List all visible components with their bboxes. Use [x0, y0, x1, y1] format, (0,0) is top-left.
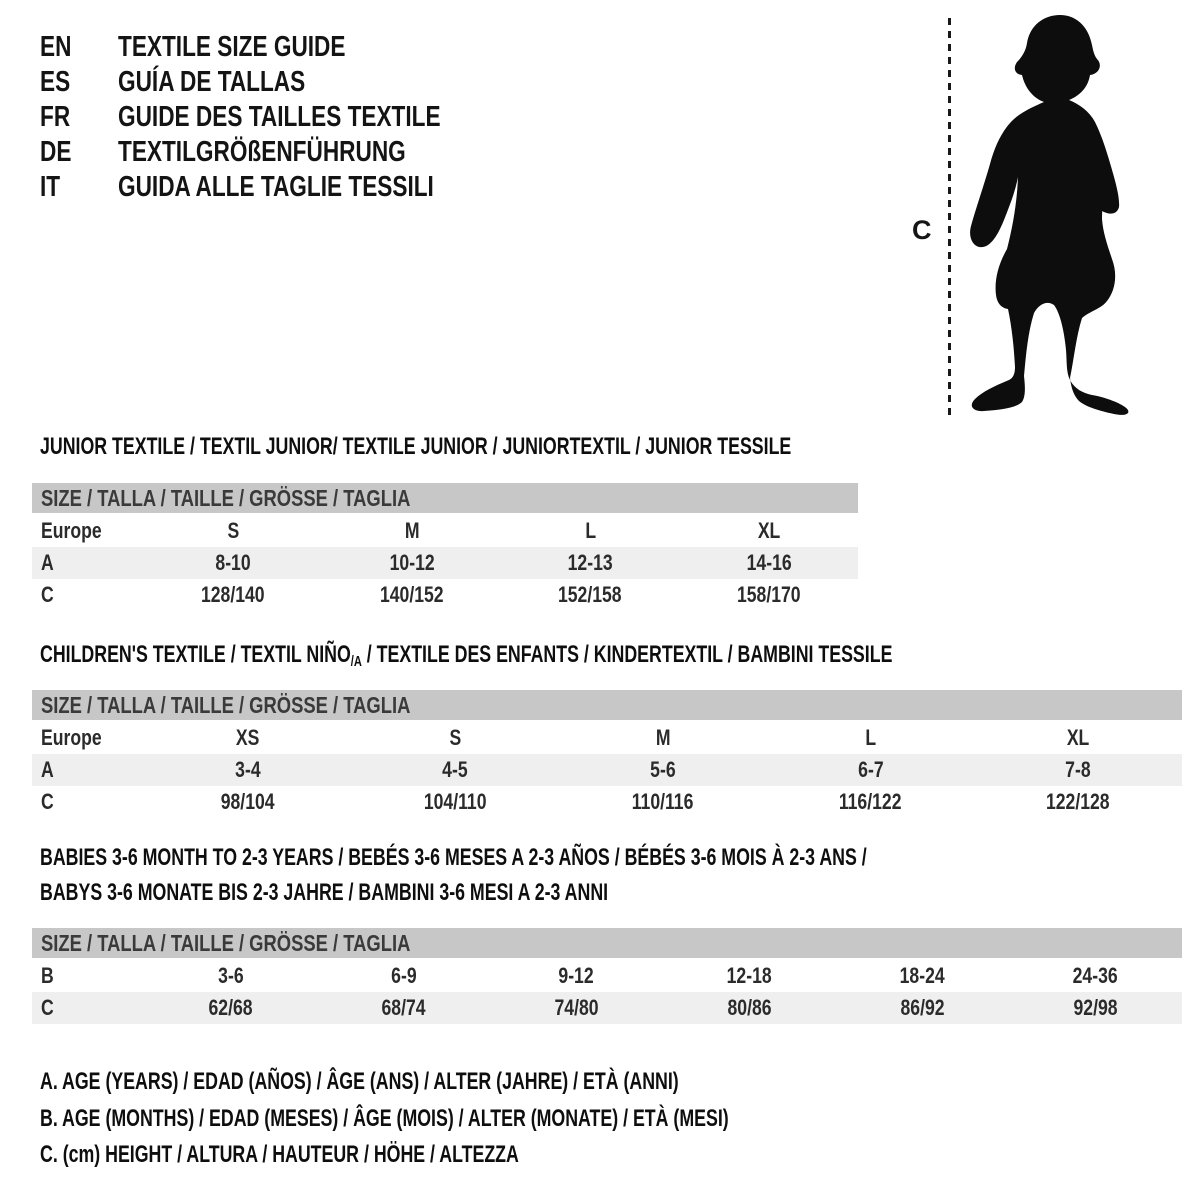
row-label: A	[41, 550, 54, 575]
language-title: GUIDA ALLE TAGLIE TESSILI	[118, 171, 434, 203]
section-title-babies-line2: BABYS 3-6 MONATE BIS 2-3 JAHRE / BAMBINI…	[40, 879, 808, 907]
height-cell: 80/86	[727, 995, 772, 1020]
section-title-babies-line1: BABIES 3-6 MONTH TO 2-3 YEARS / BEBÉS 3-…	[40, 844, 1157, 872]
age-cell: 3-6	[217, 963, 244, 988]
age-cell: 18-24	[899, 963, 946, 988]
language-row-es: ES GUÍA DE TALLAS	[40, 65, 441, 100]
legend-text: B. AGE (MONTHS) / EDAD (MESES) / ÂGE (MO…	[40, 1105, 729, 1132]
row-label: C	[41, 995, 54, 1020]
legend-age-months: B. AGE (MONTHS) / EDAD (MESES) / ÂGE (MO…	[40, 1105, 971, 1133]
section-title-text: BABYS 3-6 MONATE BIS 2-3 JAHRE / BAMBINI…	[40, 879, 609, 906]
language-row-en: EN TEXTILE SIZE GUIDE	[40, 30, 441, 65]
height-cell: 158/170	[736, 582, 801, 607]
size-header-bar: SIZE / TALLA / TAILLE / GRÖSSE / TAGLIA	[32, 928, 1182, 958]
table-row-age-months: B 3-6 6-9 9-12 12-18 18-24 24-36	[32, 960, 1182, 992]
age-cell: 4-5	[442, 757, 469, 782]
table-row-europe: Europe XS S M L XL	[32, 722, 1182, 754]
height-cell: 140/152	[379, 582, 444, 607]
height-cell: 74/80	[554, 995, 599, 1020]
age-cell: 7-8	[1065, 757, 1091, 782]
legend-height-cm: C. (cm) HEIGHT / ALTURA / HAUTEUR / HÖHE…	[40, 1141, 687, 1169]
language-code: IT	[40, 171, 61, 203]
age-cell: 10-12	[389, 550, 435, 575]
size-cell: L	[865, 725, 876, 750]
language-code: DE	[40, 136, 72, 168]
height-cell: 116/122	[839, 789, 902, 814]
size-cell: XL	[1066, 725, 1090, 750]
language-title-block: EN TEXTILE SIZE GUIDE ES GUÍA DE TALLAS …	[40, 30, 554, 205]
row-label: A	[41, 757, 54, 782]
size-header-text: SIZE / TALLA / TAILLE / GRÖSSE / TAGLIA	[41, 484, 411, 511]
row-label: Europe	[41, 725, 102, 750]
height-cell: 98/104	[220, 789, 275, 814]
height-cell: 152/158	[558, 582, 623, 607]
age-cell: 24-36	[1072, 963, 1119, 988]
size-cell: M	[655, 725, 671, 750]
language-title: TEXTILGRÖßENFÜHRUNG	[118, 136, 406, 168]
row-label: C	[41, 789, 54, 814]
table-row-age-years: A 3-4 4-5 5-6 6-7 7-8	[32, 754, 1182, 786]
size-cell: XL	[757, 518, 781, 543]
language-code: FR	[40, 101, 71, 133]
height-cell: 110/116	[632, 789, 694, 814]
table-row-height: C 128/140 140/152 152/158 158/170	[32, 579, 858, 611]
section-title-text: CHILDREN'S TEXTILE / TEXTIL NIÑO/A / TEX…	[40, 641, 893, 670]
age-cell: 8-10	[215, 550, 251, 575]
section-title-children: CHILDREN'S TEXTILE / TEXTIL NIÑO/A / TEX…	[40, 641, 1192, 670]
section-title-text: BABIES 3-6 MONTH TO 2-3 YEARS / BEBÉS 3-…	[40, 844, 867, 871]
legend-text: A. AGE (YEARS) / EDAD (AÑOS) / ÂGE (ANS)…	[40, 1068, 679, 1095]
size-cell: L	[584, 518, 596, 543]
language-row-de: DE TEXTILGRÖßENFÜHRUNG	[40, 135, 441, 170]
row-label: B	[41, 963, 54, 988]
age-cell: 14-16	[746, 550, 792, 575]
height-measure-label: C	[912, 215, 932, 245]
table-row-height: C 62/68 68/74 74/80 80/86 86/92 92/98	[32, 992, 1182, 1024]
age-cell: 3-4	[235, 757, 261, 782]
row-label: C	[41, 582, 54, 607]
size-header-bar: SIZE / TALLA / TAILLE / GRÖSSE / TAGLIA	[32, 483, 858, 513]
height-cell: 128/140	[201, 582, 266, 607]
height-cell: 92/98	[1073, 995, 1118, 1020]
age-cell: 9-12	[558, 963, 595, 988]
size-header-text: SIZE / TALLA / TAILLE / GRÖSSE / TAGLIA	[41, 691, 411, 718]
legend-age-years: A. AGE (YEARS) / EDAD (AÑOS) / ÂGE (ANS)…	[40, 1068, 903, 1096]
language-row-fr: FR GUIDE DES TAILLES TEXTILE	[40, 100, 441, 135]
baby-toddler-silhouette-icon	[970, 15, 1129, 415]
height-cell: 122/128	[1046, 789, 1110, 814]
size-cell: XS	[236, 725, 260, 750]
row-label: Europe	[41, 518, 102, 543]
junior-size-table: SIZE / TALLA / TAILLE / GRÖSSE / TAGLIA …	[32, 483, 858, 611]
language-title: TEXTILE SIZE GUIDE	[118, 31, 346, 63]
size-header-text: SIZE / TALLA / TAILLE / GRÖSSE / TAGLIA	[41, 929, 411, 956]
language-code: ES	[40, 66, 71, 98]
age-cell: 6-9	[390, 963, 417, 988]
height-dashed-line	[948, 18, 951, 415]
table-row-europe: Europe S M L XL	[32, 515, 858, 547]
size-cell: M	[404, 518, 420, 543]
height-cell: 104/110	[424, 789, 487, 814]
height-cell: 86/92	[900, 995, 945, 1020]
table-row-height: C 98/104 104/110 110/116 116/122 122/128	[32, 786, 1182, 818]
age-cell: 6-7	[857, 757, 884, 782]
babies-size-table: SIZE / TALLA / TAILLE / GRÖSSE / TAGLIA …	[32, 928, 1182, 1024]
section-title-junior: JUNIOR TEXTILE / TEXTIL JUNIOR/ TEXTILE …	[40, 433, 1055, 461]
table-row-age-years: A 8-10 10-12 12-13 14-16	[32, 547, 858, 579]
age-cell: 12-13	[567, 550, 613, 575]
title-subscript: /A	[350, 653, 362, 670]
height-cell: 68/74	[381, 995, 426, 1020]
children-size-table: SIZE / TALLA / TAILLE / GRÖSSE / TAGLIA …	[32, 690, 1182, 818]
size-cell: S	[227, 518, 240, 543]
size-cell: S	[449, 725, 462, 750]
height-cell: 62/68	[208, 995, 253, 1020]
language-title: GUIDE DES TAILLES TEXTILE	[118, 101, 441, 133]
age-cell: 5-6	[650, 757, 676, 782]
size-header-bar: SIZE / TALLA / TAILLE / GRÖSSE / TAGLIA	[32, 690, 1182, 720]
language-row-it: IT GUIDA ALLE TAGLIE TESSILI	[40, 170, 441, 205]
language-code: EN	[40, 31, 72, 63]
language-title: GUÍA DE TALLAS	[118, 66, 306, 98]
age-cell: 12-18	[726, 963, 773, 988]
section-title-text: JUNIOR TEXTILE / TEXTIL JUNIOR/ TEXTILE …	[40, 433, 792, 460]
legend-text: C. (cm) HEIGHT / ALTURA / HAUTEUR / HÖHE…	[40, 1141, 519, 1168]
